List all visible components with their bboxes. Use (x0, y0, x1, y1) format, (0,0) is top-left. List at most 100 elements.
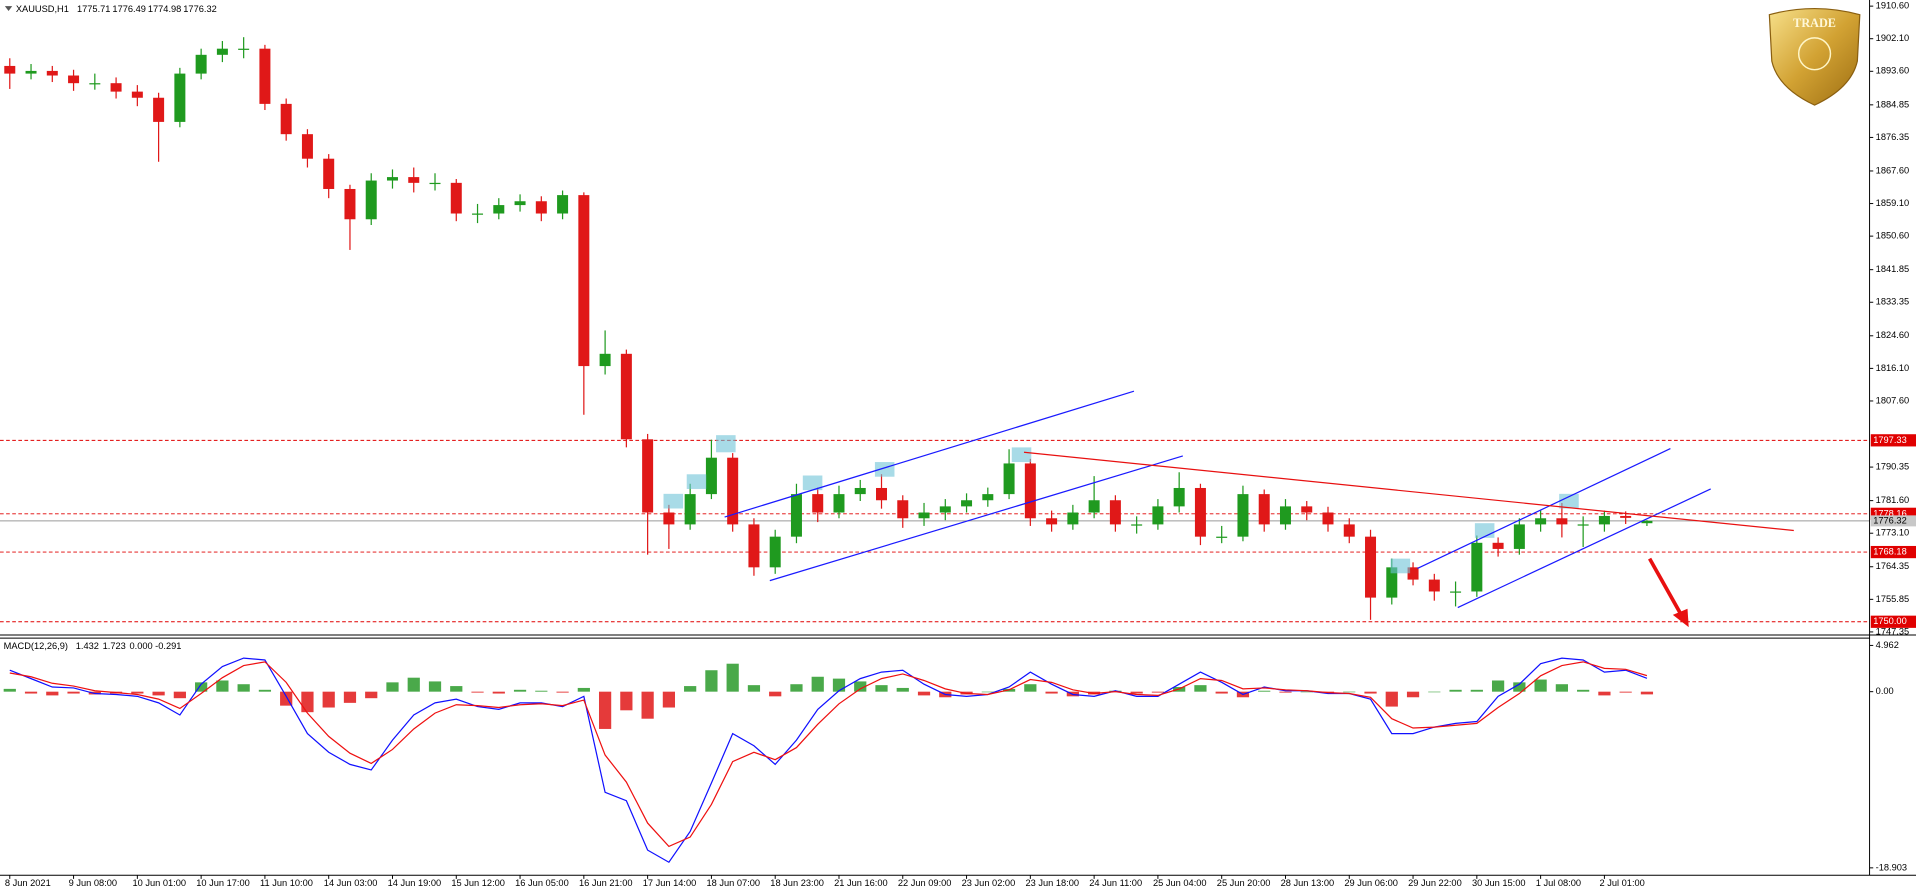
candle-body (684, 494, 696, 525)
macd-histogram-bar (1194, 685, 1207, 692)
ohlc-open: 1775.71 (77, 4, 110, 14)
x-tick-label: 14 Jun 19:00 (388, 878, 442, 888)
candle-body (833, 494, 845, 513)
level-label: 1778.16 (1873, 508, 1906, 518)
x-tick-label: 22 Jun 09:00 (898, 878, 952, 888)
candle-body (4, 65, 16, 74)
level-label: 1768.18 (1873, 547, 1906, 557)
macd-histogram-bar (513, 689, 527, 692)
channel-line (1457, 488, 1711, 609)
y-tick-label: 1755.85 (1876, 594, 1909, 604)
macd-histogram-bar (216, 680, 229, 692)
macd-histogram-bar (598, 691, 612, 729)
macd-histogram-bar (450, 686, 463, 692)
candle-body (705, 457, 717, 495)
macd-histogram-bar (173, 691, 186, 699)
highlight-box (716, 435, 736, 453)
macd-histogram-bar (1279, 691, 1292, 693)
macd-histogram-bar (322, 691, 335, 708)
candle-body (1216, 536, 1228, 538)
candle-body (663, 512, 675, 525)
x-tick-label: 25 Jun 04:00 (1153, 878, 1207, 888)
macd-histogram-bar (1449, 689, 1462, 692)
macd-histogram-bar (705, 670, 718, 692)
level-label-bg (1870, 545, 1916, 559)
y-tick-label: 1893.60 (1876, 66, 1909, 76)
macd-histogram-bar (854, 681, 867, 692)
macd-histogram-bar (620, 691, 633, 711)
x-tick-label: 29 Jun 06:00 (1344, 878, 1398, 888)
macd-histogram-bar (790, 684, 803, 692)
candle-body (535, 201, 547, 214)
candle-body (1365, 536, 1377, 598)
candle-body (790, 494, 802, 537)
macd-histogram-bar (1534, 679, 1547, 692)
x-tick-label: 16 Jun 21:00 (579, 878, 633, 888)
y-tick-label: 1816.10 (1876, 363, 1909, 373)
macd-signal-line (9, 661, 1648, 848)
macd-histogram-bar (1364, 691, 1377, 694)
candle-body (280, 103, 292, 135)
macd-title: MACD(12,26,9) (4, 641, 68, 651)
macd-histogram-bar (1385, 691, 1398, 707)
x-tick-label: 10 Jun 01:00 (132, 878, 186, 888)
y-tick-label: 1850.60 (1876, 231, 1909, 241)
candle-body (897, 500, 909, 519)
symbol-icon (4, 6, 13, 12)
candle-body (1046, 518, 1058, 525)
candle-body (153, 97, 165, 122)
candle-body (1471, 542, 1483, 592)
macd-histogram-bar (1640, 691, 1654, 695)
y-tick-label: 1867.60 (1876, 165, 1909, 175)
macd-histogram-bar (641, 691, 654, 719)
macd-signal-readout: 1.723 (103, 641, 126, 651)
macd-main-readout: 1.432 (76, 641, 99, 651)
candle-body (599, 353, 611, 367)
y-tick-label: 1859.10 (1876, 198, 1909, 208)
macd-histogram-bar (769, 691, 782, 697)
candle-body (812, 494, 824, 513)
x-tick-label: 2 Jul 01:00 (1600, 878, 1645, 888)
candle-body (344, 188, 356, 220)
macd-histogram-bar (917, 691, 931, 696)
macd-histogram-bar (811, 676, 824, 692)
macd-histogram-bar (1045, 691, 1058, 694)
candle-body (386, 177, 398, 181)
candle-body (408, 177, 420, 183)
candle-body (578, 195, 590, 367)
macd-histogram-bar (365, 691, 378, 699)
y-tick-label: 0.00 (1876, 686, 1894, 696)
candle-body (1513, 524, 1525, 549)
x-tick-label: 16 Jun 05:00 (515, 878, 569, 888)
macd-histogram-bar (1300, 691, 1313, 693)
macd-histogram-bar (386, 682, 399, 692)
candle-body (238, 48, 250, 50)
macd-histogram-bar (258, 689, 272, 692)
x-tick-label: 23 Jun 02:00 (962, 878, 1016, 888)
macd-histogram-bar (1024, 684, 1037, 692)
ohlc-close: 1776.32 (183, 4, 216, 14)
drawings: TRADE (663, 7, 1861, 628)
y-tick-label: 1781.60 (1876, 495, 1909, 505)
macd-histogram-bar (1555, 684, 1568, 692)
highlight-box (686, 474, 707, 489)
macd-histogram-bar (1343, 691, 1356, 693)
macd-histogram-bar (1151, 691, 1165, 693)
macd-histogram-bar (747, 685, 761, 692)
candle-body (1322, 512, 1334, 525)
logo-text: TRADE (1793, 16, 1836, 30)
candle-body (1598, 515, 1610, 525)
macd-histogram-bar (152, 691, 165, 696)
y-tick-label: 4.962 (1876, 640, 1899, 650)
x-tick-label: 18 Jun 23:00 (770, 878, 824, 888)
candle-body (493, 205, 505, 214)
candle-body (1173, 487, 1185, 507)
candle-body (1343, 524, 1355, 537)
candle-body (1492, 542, 1504, 549)
y-tick-label: 1833.35 (1876, 297, 1909, 307)
candle-body (89, 83, 101, 85)
levels-layer (0, 439, 1870, 623)
logo: TRADE (1768, 7, 1861, 106)
candle-body (25, 70, 37, 74)
